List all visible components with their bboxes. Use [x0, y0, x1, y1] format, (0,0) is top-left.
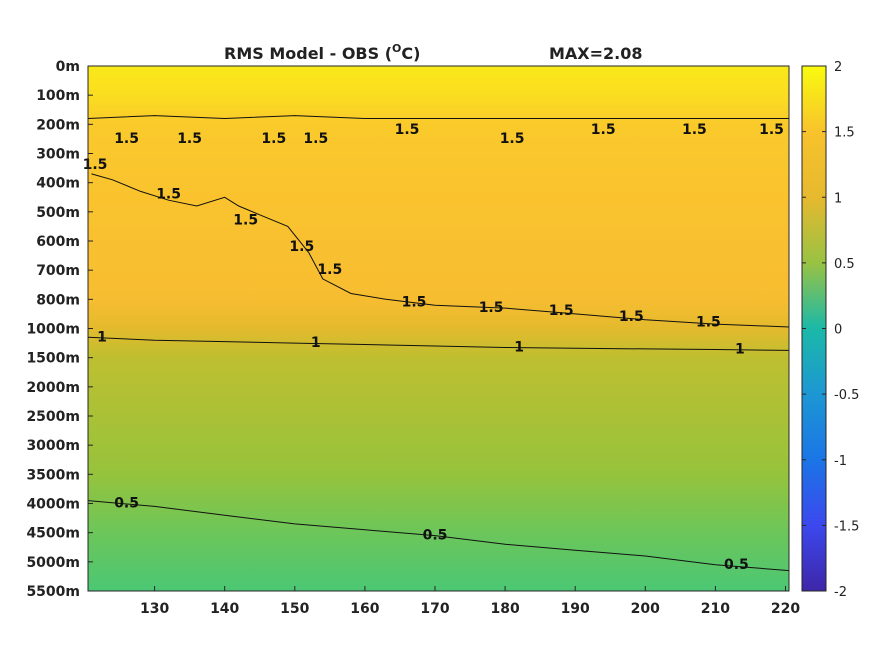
y-tick-label: 100m — [36, 88, 80, 104]
y-tick-label: 2500m — [26, 409, 80, 425]
y-tick-label: 4500m — [26, 526, 80, 542]
y-tick-label: 300m — [36, 147, 80, 163]
x-tick-label: 210 — [701, 601, 730, 617]
y-tick-label: 2000m — [26, 380, 80, 396]
contour-label: 1.5 — [303, 131, 328, 147]
y-tick-label: 5000m — [26, 555, 80, 571]
contour-label: 1.5 — [83, 157, 108, 173]
heatmap-field — [88, 66, 789, 591]
colorbar-tick-label: 2 — [834, 60, 842, 75]
contour-label: 1.5 — [591, 122, 616, 138]
colorbar-tick-label: -1.5 — [834, 519, 859, 534]
y-tick-label: 3500m — [26, 467, 80, 483]
y-tick-label: 400m — [36, 176, 80, 192]
contour-label: 1.5 — [682, 122, 707, 138]
contour-label: 1.5 — [156, 186, 181, 202]
x-tick-label: 160 — [350, 601, 379, 617]
y-tick-label: 3000m — [26, 438, 80, 454]
colorbar-tick-label: -1 — [834, 454, 847, 469]
contour-label: 1 — [97, 329, 107, 345]
x-tick-label: 220 — [771, 601, 800, 617]
contour-label: 1.5 — [479, 300, 504, 316]
y-tick-label: 5500m — [26, 584, 80, 600]
contour-line-1_5 — [91, 173, 789, 328]
contour-label: 1.5 — [500, 131, 525, 147]
x-tick-label: 150 — [280, 601, 309, 617]
contour-label: 1.5 — [233, 213, 258, 229]
x-tick-label: 190 — [561, 601, 590, 617]
contour-layer — [88, 115, 789, 572]
y-axis: 0m 100m 200m 300m 400m 500m 600m 700m 800m 1000m 1… — [26, 59, 93, 600]
x-tick-label: 130 — [140, 601, 169, 617]
contour-label: 1.5 — [395, 122, 420, 138]
contour-label: 1.5 — [402, 294, 427, 310]
max-value-label: MAX=2.08 — [549, 44, 643, 63]
y-tick-label: 600m — [36, 234, 80, 250]
colorbar-tick-label: 1 — [834, 191, 842, 206]
contour-line-1_5 — [88, 115, 789, 120]
colorbar: 2 1.5 1 0.5 0 -0.5 -1 -1.5 -2 — [801, 60, 859, 600]
colorbar-tick-label: -2 — [834, 585, 847, 600]
contour-label: 1.5 — [261, 131, 286, 147]
colorbar-tick-label: 0.5 — [834, 257, 855, 272]
colorbar-tick-label: 0 — [834, 323, 842, 338]
y-tick-label: 500m — [36, 205, 80, 221]
plot-area: 1.5 1.5 1.5 1.51.51.51.5 1.5 1.51.51.51.51.51… — [83, 65, 790, 592]
contour-label: 1.5 — [619, 309, 644, 325]
contour-label: 1.5 — [317, 262, 342, 278]
y-tick-label: 1500m — [26, 351, 80, 367]
x-tick-label: 200 — [631, 601, 660, 617]
contour-label: 1.5 — [759, 122, 784, 138]
contour-label: 1 — [311, 335, 321, 351]
x-tick-label: 140 — [210, 601, 239, 617]
contour-label: 1 — [514, 340, 524, 356]
x-tick-label: 170 — [420, 601, 449, 617]
contour-label-layer: 1.5 1.5 1.5 1.51.51.51.5 1.5 1.51.51.51.51.51… — [83, 122, 784, 573]
contour-label: 1 — [735, 342, 745, 358]
contour-label: 1.5 — [177, 131, 202, 147]
colorbar-tick-label: -0.5 — [834, 388, 859, 403]
y-tick-label: 4000m — [26, 497, 80, 513]
y-tick-label: 800m — [36, 292, 80, 308]
contour-label: 1.5 — [289, 239, 314, 255]
x-tick-label: 180 — [490, 601, 519, 617]
colorbar-ticks: 2 1.5 1 0.5 0 -0.5 -1 -1.5 -2 — [802, 60, 859, 600]
y-tick-label: 0m — [56, 59, 80, 75]
contour-label: 1.5 — [549, 303, 574, 319]
y-tick-label: 200m — [36, 117, 80, 133]
x-axis: 130 140 150 160 170 180 190 200 210 220 — [140, 586, 800, 617]
y-tick-label: 700m — [36, 263, 80, 279]
contour-label: 1.5 — [114, 131, 139, 147]
chart-title: RMS Model - OBS (OC) — [224, 42, 420, 63]
contour-label: 0.5 — [724, 557, 749, 573]
contour-label: 0.5 — [114, 496, 139, 512]
contour-label: 1.5 — [696, 315, 721, 331]
contour-line-1 — [88, 336, 789, 351]
y-tick-label: 1000m — [26, 322, 80, 338]
contour-line-0_5 — [88, 500, 789, 572]
colorbar-tick-label: 1.5 — [834, 126, 855, 141]
contour-label: 0.5 — [423, 528, 448, 544]
